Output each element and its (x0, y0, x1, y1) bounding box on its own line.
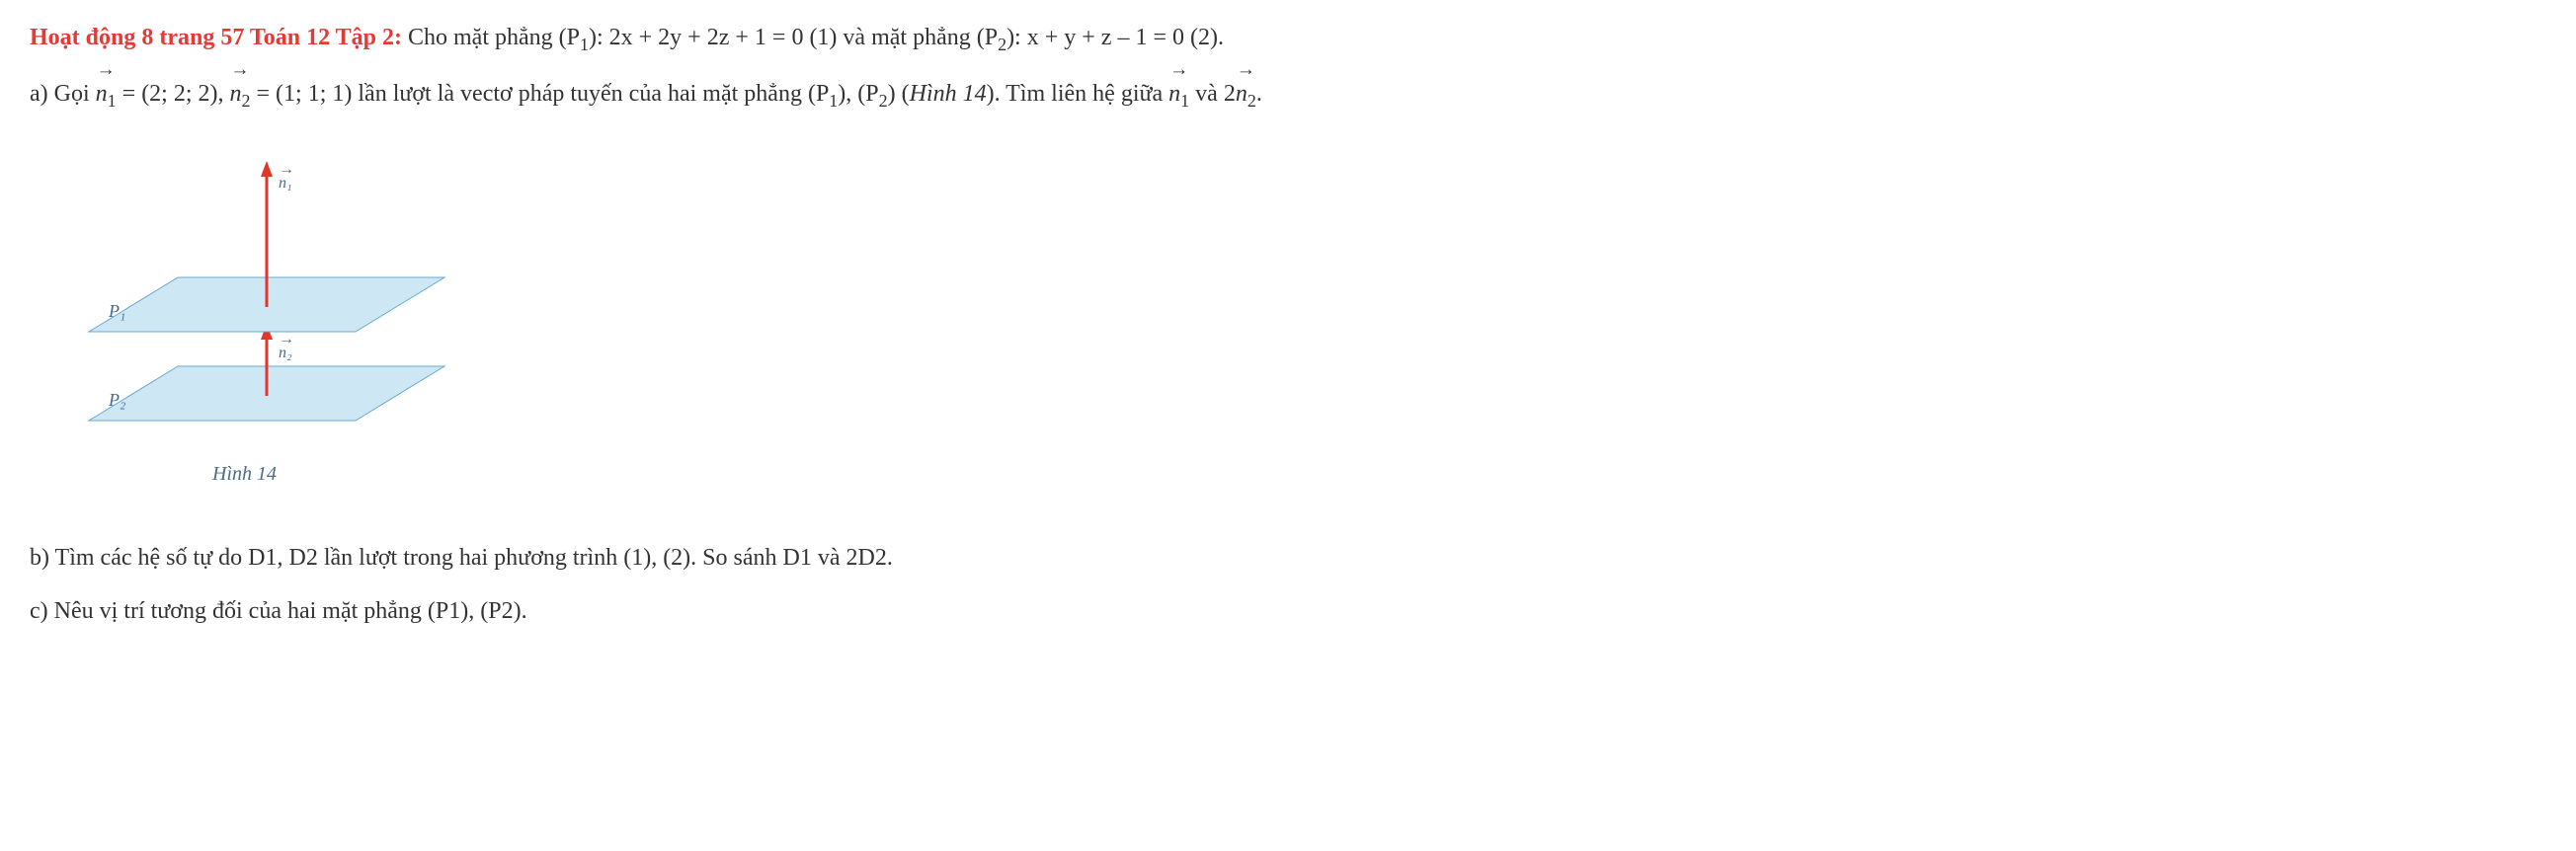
n1-value: = (2; 2; 2), (117, 81, 230, 107)
activity-label: Hoạt động 8 trang 57 Toán 12 Tập 2: (30, 25, 408, 50)
vector-arrow-icon: → (1236, 67, 1256, 73)
title-line: Hoạt động 8 trang 57 Toán 12 Tập 2: Cho … (30, 20, 2546, 58)
part-a-hinh-open: ) ( (888, 81, 910, 107)
n2-value: = (1; 1; 1) lần lượt là vectơ pháp tuyến… (251, 81, 830, 107)
title-eq2: ): x + y + z – 1 = 0 (2). (1006, 25, 1224, 50)
part-a-and: và (1189, 81, 1224, 107)
n2-sub-b: 2 (1248, 91, 1256, 111)
vector-arrow-icon: → (230, 67, 251, 73)
title-eq1: ): 2x + 2y + 2z + 1 = 0 (1) và mặt phẳng… (589, 25, 998, 50)
vector-n2-b: →n2 (1236, 76, 1256, 115)
vector-n1-b: →n1 (1168, 76, 1189, 115)
two-coef: 2 (1224, 81, 1236, 107)
figure-svg: P₁ P₂ → n₁ → n₂ Hình 14 (49, 144, 464, 500)
n2-base-b: n (1236, 81, 1248, 107)
n2-sub: 2 (242, 91, 251, 111)
hinh-ref: Hình 14 (910, 81, 987, 107)
part-a-mid: ), (P (838, 81, 878, 107)
p2-label: P₂ (108, 390, 125, 410)
n1-sub: 1 (108, 91, 117, 111)
n2-vec-label: → n₂ (279, 331, 298, 361)
p1-sub: 1 (580, 35, 589, 54)
vector-n2: →n2 (230, 76, 251, 115)
part-a-period: . (1256, 81, 1262, 107)
figure-14: P₁ P₂ → n₁ → n₂ Hình 14 (49, 144, 2546, 510)
figure-caption: Hình 14 (211, 463, 277, 485)
vector-arrow-icon: → (96, 67, 117, 73)
n1-base: n (96, 81, 108, 107)
part-a-after-hinh: ). Tìm liên hệ giữa (987, 81, 1169, 107)
part-b-line: b) Tìm các hệ số tự do D1, D2 lần lượt t… (30, 540, 2546, 576)
n1-vec-label: → n₁ (279, 161, 298, 192)
arrowhead-icon (261, 161, 273, 177)
p1-label: P₁ (108, 301, 125, 321)
n1-sub-b: 1 (1180, 91, 1189, 111)
n2-base: n (230, 81, 242, 107)
part-c-line: c) Nêu vị trí tương đối của hai mặt phẳn… (30, 593, 2546, 629)
vector-n1: →n1 (96, 76, 117, 115)
n1-base-b: n (1168, 81, 1180, 107)
p2-sub-a: 2 (879, 91, 888, 111)
vector-arrow-icon: → (1168, 67, 1189, 73)
p1-sub-a: 1 (829, 91, 838, 111)
title-text-1: Cho mặt phẳng (P (408, 25, 580, 50)
part-a-prefix: a) Gọi (30, 81, 96, 107)
part-a-line: a) Gọi →n1 = (2; 2; 2), →n2 = (1; 1; 1) … (30, 76, 2546, 115)
p2-sub: 2 (998, 35, 1006, 54)
